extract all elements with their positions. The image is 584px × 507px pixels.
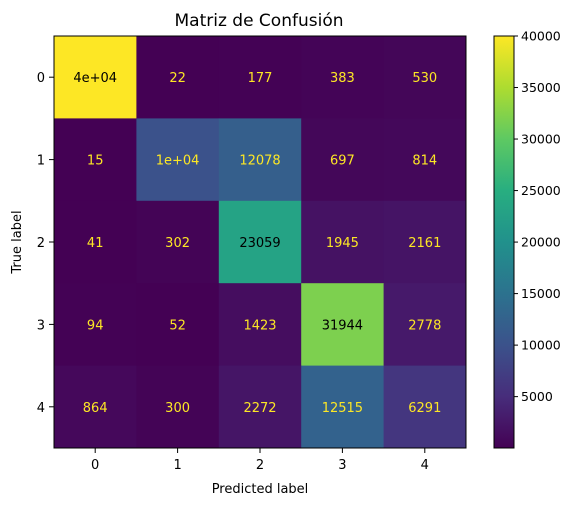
x-tick-label: 2	[256, 458, 264, 473]
cell-value-label: 300	[165, 401, 190, 416]
cell-value-label: 2161	[408, 236, 441, 251]
heatmap-cell-1-3	[301, 118, 385, 202]
x-tick-label: 0	[91, 458, 99, 473]
y-tick-label: 3	[37, 318, 45, 333]
heatmap-cell-2-2	[218, 200, 302, 284]
cell-value-label: 12515	[322, 401, 363, 416]
y-tick-label: 4	[37, 401, 45, 416]
x-axis-ticks: 0 1 2 3 4	[91, 448, 429, 473]
chart-title: Matriz de Confusión	[174, 11, 343, 31]
colorbar-tick-label: 30000	[521, 132, 561, 147]
cell-value-label: 177	[248, 71, 273, 86]
heatmap-cells: 4e+04 22 177 383 530 15 1e+04 12078 697 814 41 302 2…	[54, 36, 467, 449]
heatmap-cell-0-1	[136, 36, 220, 119]
heatmap-cell-1-4	[383, 118, 467, 202]
colorbar-ticks: 5000 10000 15000 20000 25000 30000 35000 40000	[514, 29, 561, 404]
cell-value-label: 15	[87, 154, 104, 169]
cell-value-label: 814	[412, 154, 437, 169]
heatmap-cell-4-1	[136, 365, 220, 449]
cell-value-label: 12078	[239, 154, 280, 169]
cell-value-label: 2272	[243, 401, 276, 416]
cell-value-label: 23059	[239, 236, 280, 251]
y-tick-label: 2	[37, 236, 45, 251]
heatmap-cell-4-3	[301, 365, 385, 449]
colorbar-tick-label: 40000	[521, 29, 561, 44]
y-tick-label: 1	[37, 154, 45, 169]
heatmap-cell-4-2	[218, 365, 302, 449]
cell-value-label: 697	[330, 154, 355, 169]
colorbar	[493, 35, 515, 449]
heatmap-cell-3-1	[136, 283, 220, 367]
cell-value-label: 1e+04	[156, 154, 200, 169]
cell-value-label: 302	[165, 236, 190, 251]
colorbar-tick-label: 15000	[521, 286, 561, 301]
heatmap-cell-0-4	[383, 36, 467, 119]
heatmap-cell-2-0	[54, 200, 137, 284]
cell-value-label: 383	[330, 71, 355, 86]
heatmap-cell-2-3	[301, 200, 385, 284]
heatmap-cell-0-0	[54, 36, 137, 119]
cell-value-label: 1423	[243, 318, 276, 333]
x-tick-label: 4	[421, 458, 429, 473]
y-tick-label: 0	[37, 71, 45, 86]
cell-value-label: 864	[83, 401, 108, 416]
colorbar-tick-label: 20000	[521, 235, 561, 250]
heatmap-cell-0-3	[301, 36, 385, 119]
cell-value-label: 4e+04	[73, 71, 117, 86]
heatmap-cell-4-0	[54, 365, 137, 449]
cell-value-label: 6291	[408, 401, 441, 416]
cell-value-label: 41	[87, 236, 104, 251]
heatmap-cell-3-2	[218, 283, 302, 367]
heatmap-cell-1-2	[218, 118, 302, 202]
cell-value-label: 52	[169, 318, 186, 333]
x-axis-label: Predicted label	[212, 482, 309, 497]
cell-value-label: 94	[87, 318, 104, 333]
cell-value-label: 530	[412, 71, 437, 86]
plot-frame	[53, 35, 467, 449]
cell-value-label: 22	[169, 71, 186, 86]
heatmap-cell-3-4	[383, 283, 467, 367]
cell-value-label: 31944	[322, 318, 363, 333]
heatmap-cell-0-2	[218, 36, 302, 119]
cell-value-label: 1945	[326, 236, 359, 251]
x-tick-label: 3	[338, 458, 346, 473]
heatmap-cell-4-4	[383, 365, 467, 449]
heatmap-cell-2-1	[136, 200, 220, 284]
colorbar-tick-label: 35000	[521, 80, 561, 95]
y-axis-ticks: 0 1 2 3 4	[37, 71, 54, 416]
colorbar-tick-label: 25000	[521, 183, 561, 198]
y-axis-label: True label	[10, 210, 25, 274]
x-tick-label: 1	[173, 458, 181, 473]
heatmap-cell-3-3	[301, 283, 385, 367]
heatmap-cell-1-0	[54, 118, 137, 202]
colorbar-tick-label: 10000	[521, 338, 561, 353]
cell-value-label: 2778	[408, 318, 441, 333]
heatmap-cell-3-0	[54, 283, 137, 367]
heatmap-cell-2-4	[383, 200, 467, 284]
heatmap-cell-1-1	[136, 118, 220, 202]
colorbar-tick-label: 5000	[521, 389, 553, 404]
